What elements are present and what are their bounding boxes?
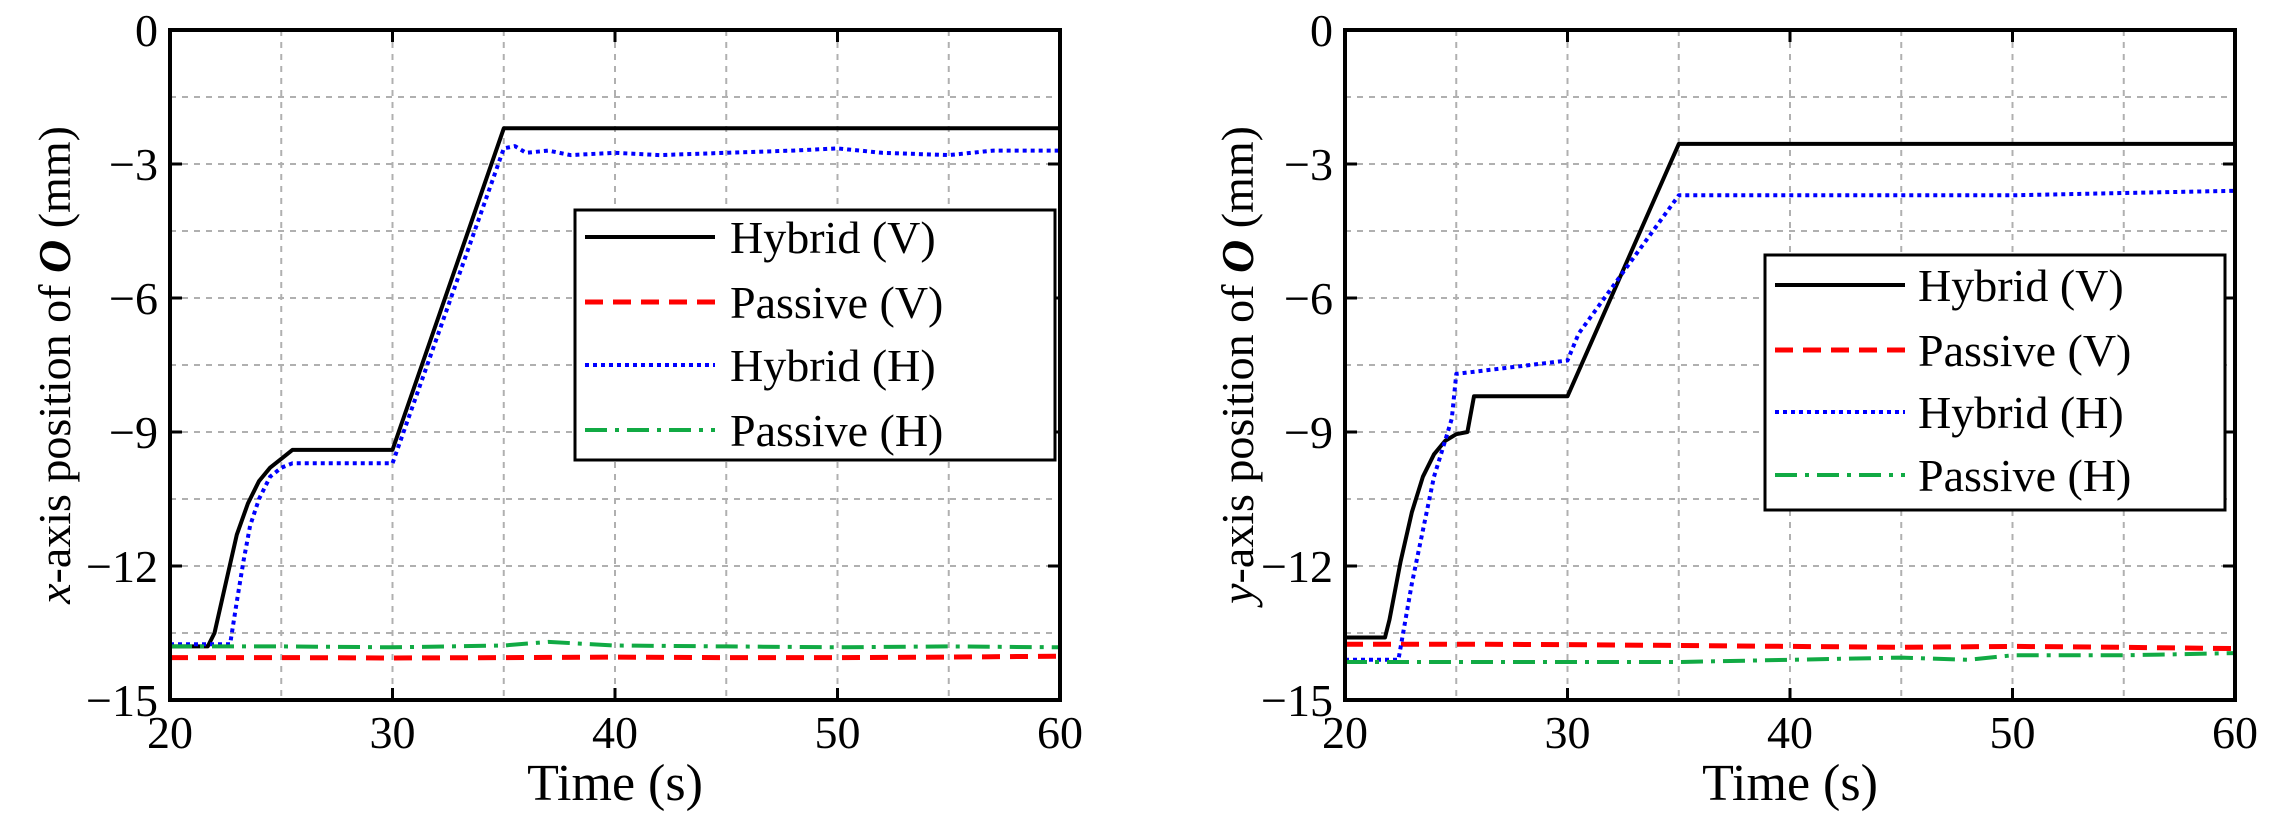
x-tick-label: 50 [1990,707,2036,758]
chart-right-series-hybrid-h [1345,188,2236,662]
chart-left-series-passive-h [170,639,1061,650]
legend-label-passive-v: Passive (V) [1918,325,2131,376]
chart-right-legend: Hybrid (V) Passive (V) Hybrid (H) Passiv… [1763,253,2227,512]
chart-left-x-axis-label: Time (s) [527,755,703,812]
chart-left-legend-box [573,208,1057,462]
legend-label-hybrid-v: Hybrid (V) [1918,260,2124,311]
y-tick-label: −3 [109,139,158,190]
y-tick-label: −15 [86,675,158,726]
chart-left-series [170,126,1061,661]
y-tick-label: −12 [1261,541,1333,592]
y-tick-label: −15 [1261,675,1333,726]
chart-right-series-passive-v [1345,641,2236,652]
chart-left-y-axis-label: x-axis position of O (mm) [29,126,80,605]
x-tick-label: 40 [592,707,638,758]
chart-right-y-axis-label: y-axis position of O (mm) [1212,126,1263,608]
legend-label-passive-h: Passive (H) [1918,450,2131,501]
chart-right-series-passive-h [1345,651,2236,664]
chart-right-x-axis-label: Time (s) [1702,755,1878,812]
x-tick-label: 30 [1545,707,1591,758]
y-tick-label: −6 [109,273,158,324]
y-tick-label: −9 [109,407,158,458]
chart-right-series-hybrid-v [1345,141,2235,640]
chart-right-legend-box [1763,253,2227,512]
y-tick-label: −9 [1284,407,1333,458]
legend-label-hybrid-h: Hybrid (H) [730,340,936,391]
legend-label-passive-v: Passive (V) [730,277,943,328]
legend-label-hybrid-v: Hybrid (V) [730,212,936,263]
chart-left: 20 30 40 50 60 0 −3 −6 −9 −12 −15 Time (s) x-axis … [29,5,1083,812]
chart-right-series [1345,141,2236,664]
y-tick-label: 0 [1310,5,1333,56]
legend-label-passive-h: Passive (H) [730,405,943,456]
chart-left-series-passive-v [170,653,1061,661]
x-tick-label: 30 [370,707,416,758]
y-tick-label: −12 [86,541,158,592]
x-tick-label: 40 [1767,707,1813,758]
x-tick-label: 60 [2212,707,2258,758]
y-tick-label: 0 [135,5,158,56]
x-tick-label: 60 [1037,707,1083,758]
chart-left-series-hybrid-v [170,126,1060,649]
chart-left-ticks: 20 30 40 50 60 0 −3 −6 −9 −12 −15 [86,5,1083,758]
x-tick-label: 50 [815,707,861,758]
chart-right: 20 30 40 50 60 0 −3 −6 −9 −12 −15 Time (s) y-axis … [1212,5,2258,812]
x-tick-label: 20 [1322,707,1368,758]
y-tick-label: −3 [1284,139,1333,190]
x-tick-label: 20 [147,707,193,758]
legend-label-hybrid-h: Hybrid (H) [1918,387,2124,438]
y-tick-label: −6 [1284,273,1333,324]
chart-left-legend: Hybrid (V) Passive (V) Hybrid (H) Passiv… [573,208,1057,462]
